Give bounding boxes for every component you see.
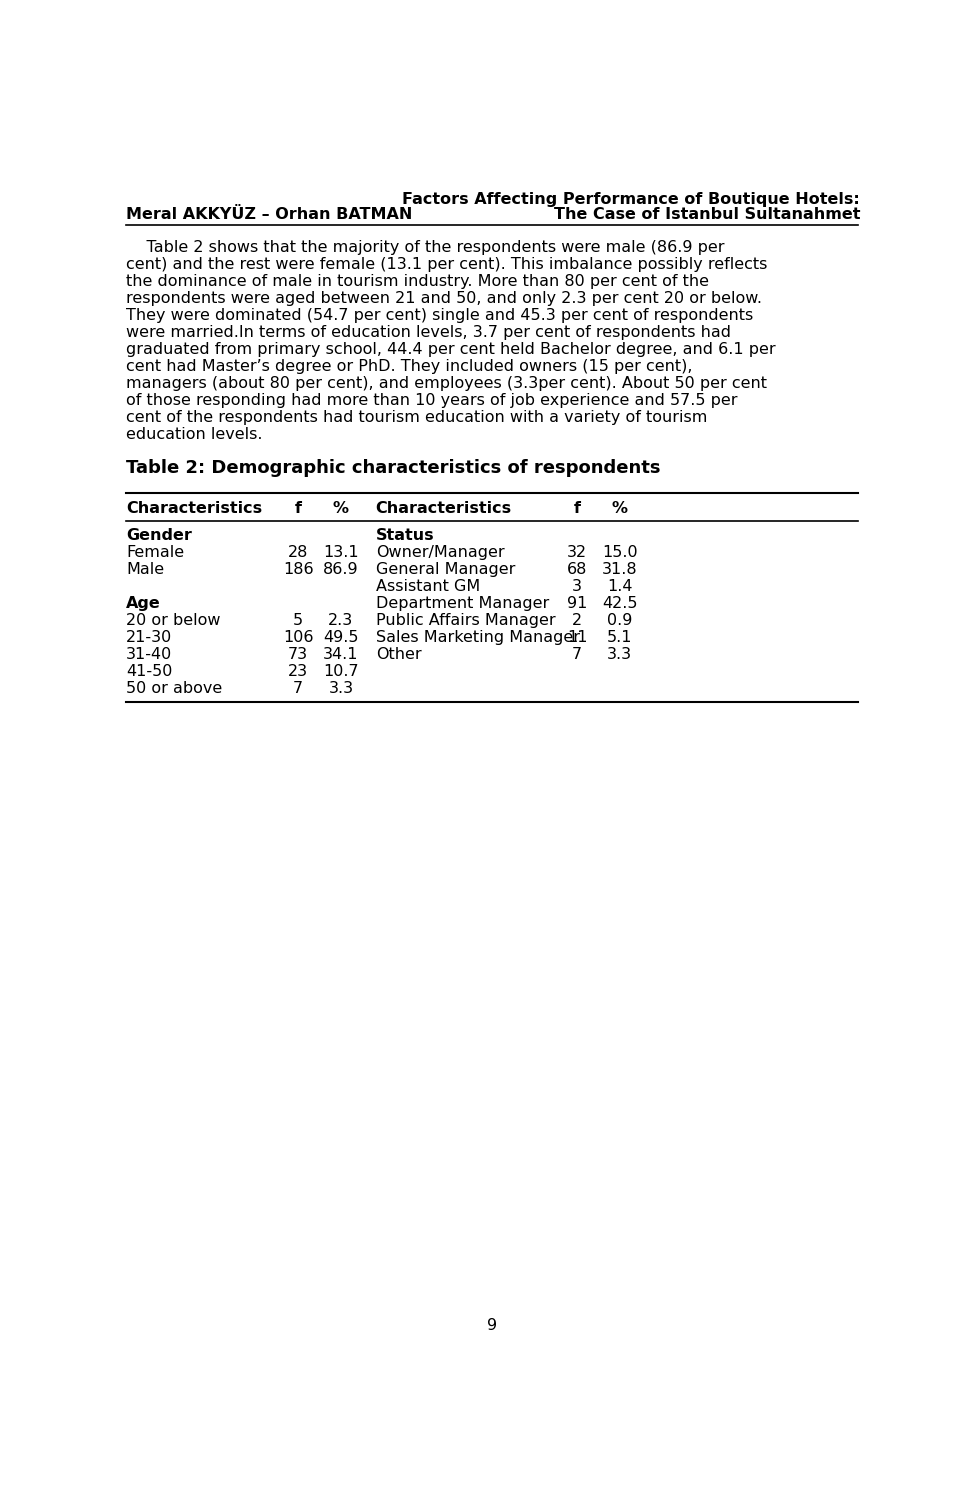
Text: cent of the respondents had tourism education with a variety of tourism: cent of the respondents had tourism educ… <box>126 410 708 425</box>
Text: 10.7: 10.7 <box>324 664 359 679</box>
Text: General Manager: General Manager <box>375 562 516 577</box>
Text: 32: 32 <box>567 546 588 561</box>
Text: 5: 5 <box>293 613 303 628</box>
Text: Table 2: Demographic characteristics of respondents: Table 2: Demographic characteristics of … <box>126 458 660 476</box>
Text: 2: 2 <box>572 613 583 628</box>
Text: 91: 91 <box>567 597 588 612</box>
Text: 13.1: 13.1 <box>324 546 359 561</box>
Text: the dominance of male in tourism industry. More than 80 per cent of the: the dominance of male in tourism industr… <box>126 275 709 289</box>
Text: managers (about 80 per cent), and employees (3.3per cent). About 50 per cent: managers (about 80 per cent), and employ… <box>126 376 767 391</box>
Text: 0.9: 0.9 <box>607 613 633 628</box>
Text: Meral AKKYÜZ – Orhan BATMAN: Meral AKKYÜZ – Orhan BATMAN <box>126 206 413 221</box>
Text: 9: 9 <box>487 1318 497 1333</box>
Text: The Case of Istanbul Sultanahmet: The Case of Istanbul Sultanahmet <box>554 206 860 221</box>
Text: 34.1: 34.1 <box>324 646 359 661</box>
Text: 2.3: 2.3 <box>328 613 353 628</box>
Text: 1.4: 1.4 <box>607 579 633 594</box>
Text: f: f <box>574 500 581 516</box>
Text: Other: Other <box>375 646 421 661</box>
Text: of those responding had more than 10 years of job experience and 57.5 per: of those responding had more than 10 yea… <box>126 392 737 407</box>
Text: 31-40: 31-40 <box>126 646 173 661</box>
Text: %: % <box>612 500 628 516</box>
Text: 7: 7 <box>293 681 303 696</box>
Text: f: f <box>295 500 301 516</box>
Text: 50 or above: 50 or above <box>126 681 223 696</box>
Text: 41-50: 41-50 <box>126 664 173 679</box>
Text: 106: 106 <box>283 630 314 645</box>
Text: respondents were aged between 21 and 50, and only 2.3 per cent 20 or below.: respondents were aged between 21 and 50,… <box>126 292 762 307</box>
Text: 11: 11 <box>567 630 588 645</box>
Text: 3: 3 <box>572 579 583 594</box>
Text: Assistant GM: Assistant GM <box>375 579 480 594</box>
Text: 3.3: 3.3 <box>608 646 633 661</box>
Text: 31.8: 31.8 <box>602 562 637 577</box>
Text: 20 or below: 20 or below <box>126 613 221 628</box>
Text: 23: 23 <box>288 664 308 679</box>
Text: 68: 68 <box>567 562 588 577</box>
Text: 86.9: 86.9 <box>324 562 359 577</box>
Text: graduated from primary school, 44.4 per cent held Bachelor degree, and 6.1 per: graduated from primary school, 44.4 per … <box>126 343 776 358</box>
Text: Owner/Manager: Owner/Manager <box>375 546 504 561</box>
Text: 5.1: 5.1 <box>607 630 633 645</box>
Text: Characteristics: Characteristics <box>375 500 512 516</box>
Text: Characteristics: Characteristics <box>126 500 262 516</box>
Text: Female: Female <box>126 546 184 561</box>
Text: 21-30: 21-30 <box>126 630 173 645</box>
Text: cent had Master’s degree or PhD. They included owners (15 per cent),: cent had Master’s degree or PhD. They in… <box>126 359 693 374</box>
Text: 7: 7 <box>572 646 583 661</box>
Text: were married.In terms of education levels, 3.7 per cent of respondents had: were married.In terms of education level… <box>126 325 732 340</box>
Text: Age: Age <box>126 597 161 612</box>
Text: 3.3: 3.3 <box>328 681 353 696</box>
Text: Public Affairs Manager: Public Affairs Manager <box>375 613 556 628</box>
Text: Gender: Gender <box>126 529 192 544</box>
Text: Department Manager: Department Manager <box>375 597 549 612</box>
Text: Male: Male <box>126 562 164 577</box>
Text: 49.5: 49.5 <box>324 630 359 645</box>
Text: They were dominated (54.7 per cent) single and 45.3 per cent of respondents: They were dominated (54.7 per cent) sing… <box>126 308 754 323</box>
Text: 73: 73 <box>288 646 308 661</box>
Text: Factors Affecting Performance of Boutique Hotels:: Factors Affecting Performance of Boutiqu… <box>402 192 860 207</box>
Text: cent) and the rest were female (13.1 per cent). This imbalance possibly reflects: cent) and the rest were female (13.1 per… <box>126 257 768 272</box>
Text: 28: 28 <box>288 546 308 561</box>
Text: Table 2 shows that the majority of the respondents were male (86.9 per: Table 2 shows that the majority of the r… <box>126 240 725 256</box>
Text: 186: 186 <box>283 562 314 577</box>
Text: Status: Status <box>375 529 434 544</box>
Text: Sales Marketing Manager: Sales Marketing Manager <box>375 630 580 645</box>
Text: 42.5: 42.5 <box>602 597 637 612</box>
Text: 15.0: 15.0 <box>602 546 637 561</box>
Text: %: % <box>333 500 348 516</box>
Text: education levels.: education levels. <box>126 427 263 442</box>
